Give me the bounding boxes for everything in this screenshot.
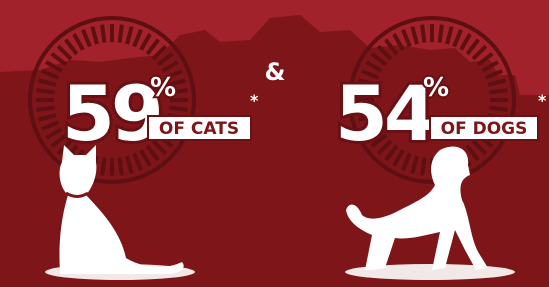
- infographic: 59 % OF CATS * & 54 % OF DOGS *: [0, 0, 549, 287]
- burst-ray: [37, 108, 55, 110]
- burst-ray: [102, 158, 104, 176]
- burst-ray: [422, 158, 424, 176]
- burst-ray: [422, 25, 424, 43]
- dog-label: OF DOGS: [441, 119, 528, 139]
- cat-percent-sign: %: [150, 73, 176, 103]
- dog-percent-sign: %: [423, 73, 449, 103]
- connector: &: [265, 58, 286, 86]
- burst-ray: [490, 108, 508, 110]
- cat-percent: 59: [62, 69, 160, 158]
- burst-ray: [490, 90, 508, 92]
- burst-ray: [120, 25, 122, 43]
- burst-ray: [440, 25, 442, 43]
- cat-footnote: *: [250, 91, 259, 110]
- burst-ray: [102, 25, 104, 43]
- burst-ray: [120, 158, 122, 176]
- burst-ray: [37, 90, 55, 92]
- dog-percent: 54: [335, 69, 434, 158]
- dog-footnote: *: [538, 91, 547, 110]
- page: 59 % OF CATS * & 54 % OF DOGS * (() => {…: [0, 0, 549, 287]
- burst-ray: [170, 108, 188, 110]
- cat-label: OF CATS: [159, 119, 239, 139]
